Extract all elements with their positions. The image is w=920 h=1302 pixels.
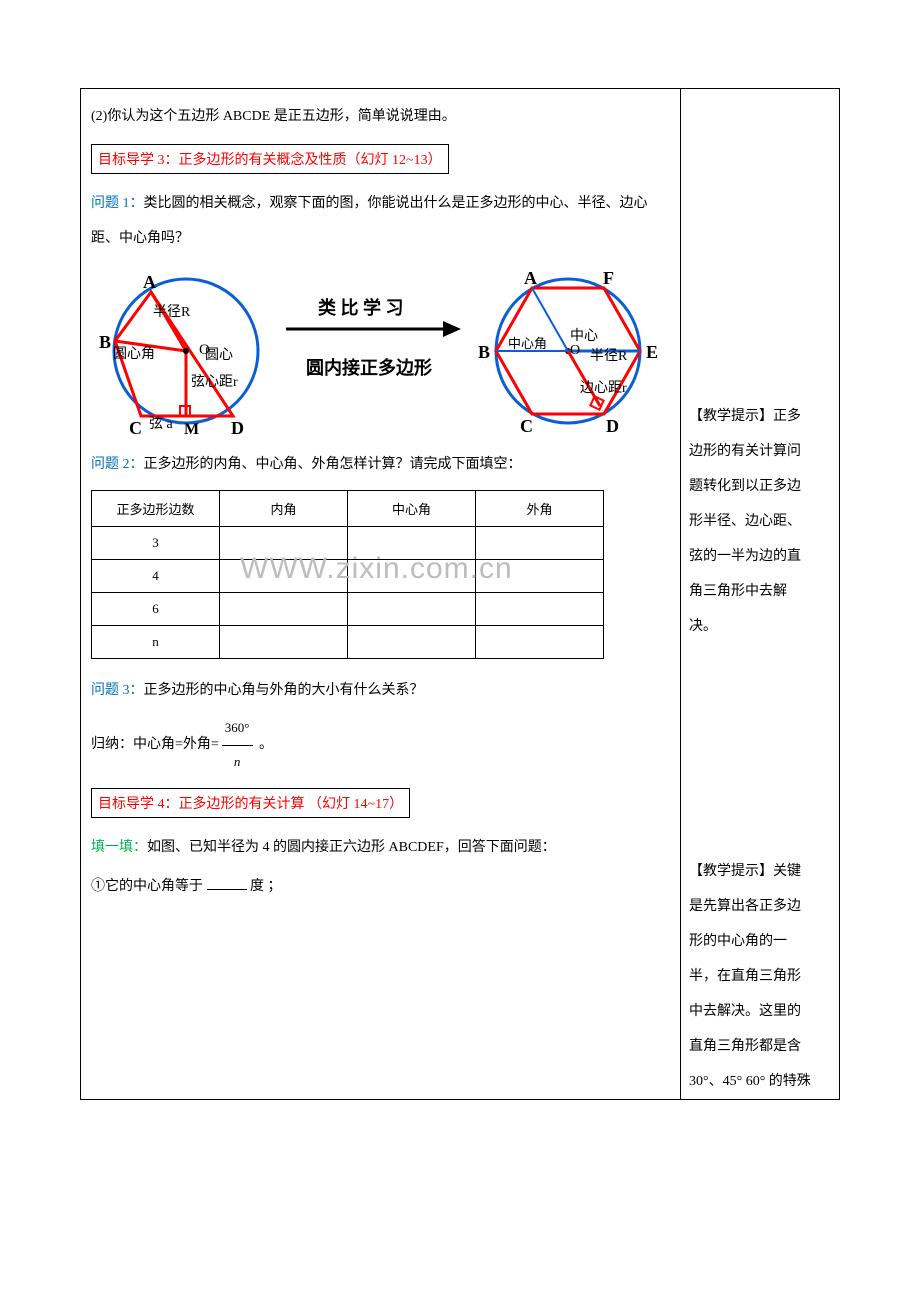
teaching-tip-2: 【教学提示】关键是先算出各正多边形的中心角的一半，在直角三角形中去解决。这里的直… [689, 854, 813, 1099]
svg-text:B: B [478, 342, 490, 362]
fraction: 360°n [222, 712, 253, 778]
goal-4-prefix: 目标导学 4： [98, 797, 179, 812]
goal-4-body: 正多边形的有关计算 （幻灯 14~17） [179, 797, 404, 812]
fill-intro: 填一填：如图、已知半径为 4 的圆内接正六边形 ABCDEF，回答下面问题： [91, 830, 670, 865]
svg-text:C: C [520, 416, 533, 436]
cell: n [92, 626, 220, 659]
svg-text:圆内接正多边形: 圆内接正多边形 [306, 357, 432, 378]
middle-arrow: 类 比 学 习 圆内接正多边形 [278, 274, 463, 434]
cell [348, 560, 476, 593]
summary-line: 归纳：中心角=外角=360°n 。 [91, 712, 670, 778]
cell [220, 527, 348, 560]
cell [220, 626, 348, 659]
cell [476, 527, 604, 560]
cell [348, 593, 476, 626]
teaching-tip-1: 【教学提示】正多边形的有关计算问题转化到以正多边形半径、边心距、弦的一半为边的直… [689, 399, 813, 644]
left-circle-diagram: A B C D M O 半径R 圆心角 圆心 弦心距r 弦 a [91, 266, 271, 441]
svg-text:E: E [646, 342, 658, 362]
frac-num: 360° [222, 712, 253, 746]
table-row: 4 [92, 560, 604, 593]
goal-3-box: 目标导学 3：正多边形的有关概念及性质（幻灯 12~13） [91, 144, 449, 174]
svg-text:半径R: 半径R [153, 304, 191, 320]
svg-text:M: M [184, 421, 199, 438]
svg-text:类 比 学 习: 类 比 学 习 [318, 297, 404, 318]
svg-text:O: O [570, 343, 580, 358]
cell [348, 626, 476, 659]
goal-3-prefix: 目标导学 3： [98, 153, 179, 168]
goal-3-body: 正多边形的有关概念及性质（幻灯 12~13） [179, 153, 442, 168]
summary-suffix: 。 [256, 737, 274, 752]
frac-den: n [222, 746, 253, 779]
svg-text:C: C [129, 418, 142, 438]
fill-q1-text: ①它的中心角等于 [91, 879, 207, 894]
svg-text:F: F [603, 268, 614, 288]
svg-text:D: D [606, 416, 619, 436]
fill-q1: ①它的中心角等于 度 ； [91, 869, 670, 904]
polygon-table: 正多边形边数 内角 中心角 外角 3 4 [91, 490, 604, 659]
svg-text:边心距r: 边心距r [580, 380, 627, 396]
question-2: (2)你认为这个五边形 ABCDE 是正五边形，简单说说理由。 [91, 99, 670, 134]
th-exterior: 外角 [476, 491, 604, 527]
svg-text:弦心距r: 弦心距r [191, 374, 238, 390]
svg-text:A: A [143, 272, 156, 292]
svg-text:B: B [99, 332, 111, 352]
problem-2: 问题 2：正多边形的内角、中心角、外角怎样计算？请完成下面填空： [91, 447, 670, 482]
svg-text:半径R: 半径R [590, 348, 628, 364]
table-row: n [92, 626, 604, 659]
problem-2-label: 问题 2： [91, 457, 144, 472]
blank-line [207, 889, 247, 890]
problem-2-text: 正多边形的内角、中心角、外角怎样计算？请完成下面填空： [144, 457, 522, 472]
th-interior: 内角 [220, 491, 348, 527]
svg-text:中心: 中心 [570, 328, 598, 344]
svg-text:D: D [231, 418, 244, 438]
side-spacer [689, 99, 813, 399]
svg-text:中心角: 中心角 [508, 336, 547, 351]
side-column: 【教学提示】正多边形的有关计算问题转化到以正多边形半径、边心距、弦的一半为边的直… [681, 89, 821, 1099]
main-column: (2)你认为这个五边形 ABCDE 是正五边形，简单说说理由。 目标导学 3：正… [81, 89, 681, 1099]
cell: 3 [92, 527, 220, 560]
fill-q1-suffix: 度 ； [247, 879, 282, 894]
problem-1: 问题 1：类比圆的相关概念，观察下面的图，你能说出什么是正多边形的中心、半径、边… [91, 186, 670, 256]
svg-text:圆心角: 圆心角 [113, 346, 155, 362]
table-header-row: 正多边形边数 内角 中心角 外角 [92, 491, 604, 527]
problem-3: 问题 3：正多边形的中心角与外角的大小有什么关系？ [91, 673, 670, 708]
problem-1-label: 问题 1： [91, 196, 144, 211]
goal-4-box: 目标导学 4：正多边形的有关计算 （幻灯 14~17） [91, 788, 410, 818]
page-frame: (2)你认为这个五边形 ABCDE 是正五边形，简单说说理由。 目标导学 3：正… [80, 88, 840, 1100]
fill-label: 填一填： [91, 840, 147, 855]
cell [476, 626, 604, 659]
diagram-row: A B C D M O 半径R 圆心角 圆心 弦心距r 弦 a 类 比 学 习 [91, 266, 670, 441]
fill-text: 如图、已知半径为 4 的圆内接正六边形 ABCDEF，回答下面问题： [147, 840, 556, 855]
problem-3-text: 正多边形的中心角与外角的大小有什么关系？ [144, 683, 424, 698]
th-sides: 正多边形边数 [92, 491, 220, 527]
cell [476, 593, 604, 626]
problem-1-text: 类比圆的相关概念，观察下面的图，你能说出什么是正多边形的中心、半径、边心距、中心… [91, 196, 648, 246]
problem-3-label: 问题 3： [91, 683, 144, 698]
cell [476, 560, 604, 593]
th-central: 中心角 [348, 491, 476, 527]
cell [220, 593, 348, 626]
right-hexagon-diagram: A F E D C B 中心 O 中心角 半径R 边心距r [470, 266, 670, 441]
cell [220, 560, 348, 593]
summary-prefix: 归纳：中心角=外角= [91, 737, 219, 752]
cell: 6 [92, 593, 220, 626]
table-row: 3 [92, 527, 604, 560]
side-spacer [689, 644, 813, 854]
cell: 4 [92, 560, 220, 593]
cell [348, 527, 476, 560]
svg-text:圆心: 圆心 [205, 347, 233, 363]
table-row: 6 [92, 593, 604, 626]
svg-text:A: A [524, 268, 537, 288]
svg-text:弦 a: 弦 a [149, 416, 173, 432]
